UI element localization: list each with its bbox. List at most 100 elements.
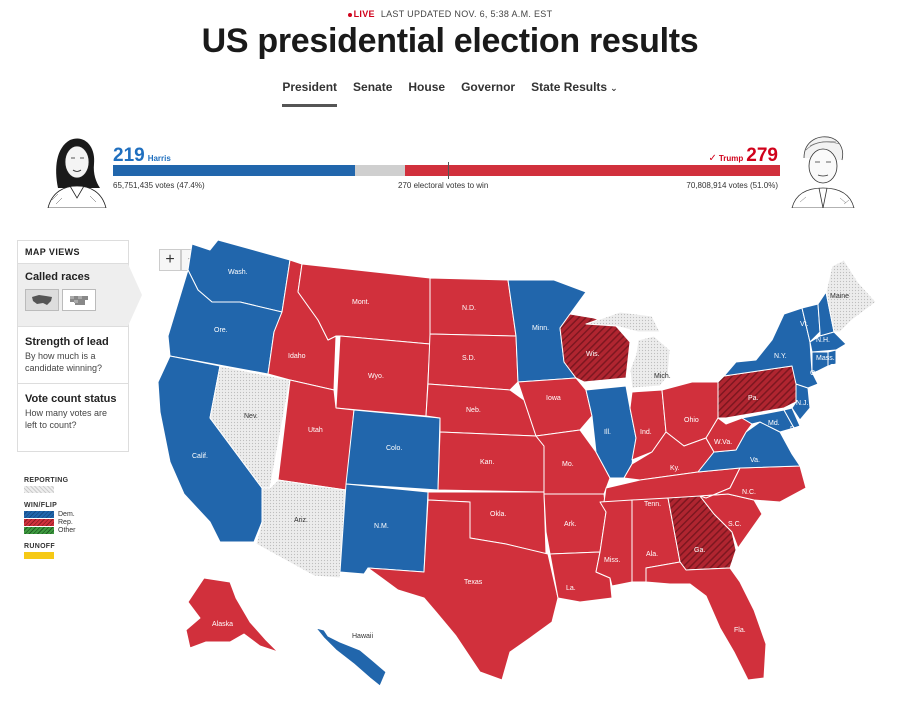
state-nc[interactable] — [699, 465, 807, 503]
label-hi: Hawaii — [352, 633, 373, 640]
rep-bar-fill — [405, 165, 780, 176]
last-updated: LAST UPDATED NOV. 6, 5:38 A.M. EST — [380, 9, 553, 19]
state-ne[interactable] — [425, 383, 537, 437]
label-wa: Wash. — [228, 269, 248, 276]
dem-name: Harris — [147, 154, 171, 163]
legend-winflip-heading: WIN/FLIP — [24, 502, 58, 509]
votes-to-win: 270 electoral votes to win — [398, 181, 489, 190]
rep-swatch — [24, 519, 54, 526]
us-election-map: Wash. Ore. Calif. Nev. Idaho Mont. Wyo. … — [157, 239, 877, 687]
label-ks: Kan. — [480, 459, 494, 466]
label-me: Maine — [830, 293, 849, 300]
runoff-swatch — [24, 552, 54, 559]
cartogram-map-button[interactable] — [62, 289, 96, 311]
label-nj: N.J. — [796, 400, 809, 407]
harris-portrait — [47, 138, 107, 208]
label-az: Ariz. — [294, 517, 308, 524]
vote-count-label: Vote count status — [25, 393, 117, 406]
called-races-option[interactable]: Called races — [18, 264, 142, 326]
label-tn: Tenn. — [644, 501, 661, 508]
label-id: Idaho — [288, 353, 306, 360]
rep-name: Trump — [718, 154, 744, 163]
label-sd: S.D. — [462, 355, 476, 362]
label-ga: Ga. — [694, 547, 705, 554]
tab-state-results[interactable]: State Results ⌄ — [531, 80, 618, 107]
label-sc: S.C. — [728, 521, 742, 528]
uncalled-bar-fill — [355, 165, 405, 176]
other-swatch — [24, 527, 54, 534]
label-de: Del. — [790, 426, 803, 433]
tab-state-results-label: State Results — [531, 80, 608, 94]
geographic-map-button[interactable] — [25, 289, 59, 311]
zoom-in-button[interactable]: + — [159, 249, 181, 271]
state-ri[interactable] — [827, 349, 837, 367]
label-wi: Wis. — [586, 351, 600, 358]
label-il: Ill. — [604, 429, 611, 436]
legend-rep-label: Rep. — [58, 519, 73, 526]
chevron-down-icon: ⌄ — [610, 83, 618, 93]
label-nd: N.D. — [462, 305, 476, 312]
state-sd[interactable] — [427, 333, 519, 391]
label-co: Colo. — [386, 445, 402, 452]
legend-runoff-heading: RUNOFF — [24, 543, 55, 550]
tab-president[interactable]: President — [282, 80, 338, 107]
state-mo[interactable] — [535, 429, 611, 495]
label-mt: Mont. — [352, 299, 370, 306]
state-ct[interactable] — [811, 351, 829, 373]
label-or: Ore. — [214, 327, 228, 334]
state-me[interactable] — [825, 259, 877, 333]
label-mn: Minn. — [532, 325, 549, 332]
called-races-label: Called races — [25, 271, 90, 283]
dem-swatch — [24, 511, 54, 518]
legend-other-label: Other — [58, 527, 76, 534]
label-nh: N.H. — [816, 337, 830, 344]
state-hi[interactable] — [315, 627, 387, 687]
map-views-panel: MAP VIEWS Called races Strength of lead … — [17, 240, 142, 452]
live-dot-icon — [347, 12, 352, 17]
label-in: Ind. — [640, 429, 652, 436]
tab-house[interactable]: House — [408, 80, 446, 94]
state-de[interactable] — [783, 407, 801, 429]
label-wv: W.Va. — [714, 439, 732, 446]
label-ct: Conn. — [810, 370, 829, 377]
state-mi[interactable] — [629, 335, 671, 389]
label-ky: Ky. — [670, 465, 680, 472]
tab-governor[interactable]: Governor — [461, 80, 516, 94]
state-fl[interactable] — [645, 561, 767, 681]
state-tx[interactable] — [367, 499, 559, 681]
label-la: La. — [566, 585, 576, 592]
strength-desc: By how much is a candidate winning? — [25, 351, 103, 373]
state-mi-up[interactable] — [585, 311, 661, 333]
label-ri: R.I. — [830, 364, 841, 371]
live-label: LIVE — [353, 9, 375, 19]
us-map-icon — [32, 295, 52, 305]
strength-of-lead-option[interactable]: Strength of lead By how much is a candid… — [18, 326, 128, 383]
live-status: LIVE LAST UPDATED NOV. 6, 5:38 A.M. EST — [0, 9, 900, 19]
state-az[interactable] — [255, 479, 347, 579]
label-ut: Utah — [308, 427, 323, 434]
label-tx: Texas — [464, 579, 483, 586]
label-mi: Mich. — [654, 373, 671, 380]
label-ia: Iowa — [546, 395, 561, 402]
label-ny: N.Y. — [774, 353, 787, 360]
tab-senate[interactable]: Senate — [353, 80, 393, 94]
state-ak[interactable] — [185, 577, 279, 653]
label-fl: Fla. — [734, 627, 746, 634]
dem-candidate: 219 Harris — [113, 145, 171, 167]
label-nm: N.M. — [374, 523, 389, 530]
page-title: US presidential election results — [201, 22, 699, 60]
electoral-vote-bar — [113, 162, 780, 179]
dem-electoral-votes: 219 — [113, 145, 145, 166]
state-ia[interactable] — [517, 377, 593, 437]
label-md: Md. — [768, 420, 780, 427]
win-threshold-marker — [448, 162, 449, 179]
dem-popular-votes: 65,751,435 votes (47.4%) — [113, 181, 205, 190]
dem-bar-fill — [113, 165, 355, 176]
label-ne: Neb. — [466, 407, 481, 414]
vote-count-status-option[interactable]: Vote count status How many votes are lef… — [18, 383, 128, 440]
rep-electoral-votes: 279 — [746, 145, 778, 166]
legend-reporting-heading: REPORTING — [24, 477, 69, 484]
label-va: Va. — [750, 457, 760, 464]
vote-count-desc: How many votes are left to count? — [25, 408, 108, 431]
label-nc: N.C. — [742, 489, 756, 496]
